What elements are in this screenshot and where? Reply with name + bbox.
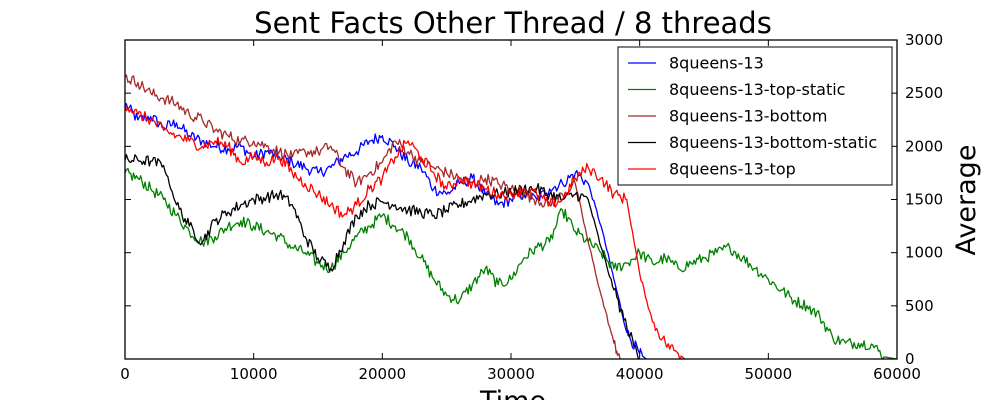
y-axis-label: Average (951, 145, 982, 256)
legend-label: 8queens-13-top-static (669, 80, 845, 99)
y-tick-label: 0 (905, 350, 915, 368)
legend-label: 8queens-13-bottom (669, 107, 827, 126)
legend-label: 8queens-13-bottom-static (669, 133, 877, 152)
series-layer (124, 74, 898, 360)
x-tick-label: 40000 (616, 365, 664, 383)
y-tick-label: 2000 (905, 137, 943, 155)
x-tick-label: 30000 (487, 365, 535, 383)
series-line-5 (124, 103, 686, 360)
x-tick-label: 50000 (744, 365, 792, 383)
x-tick-label: 20000 (358, 365, 406, 383)
x-axis-label: Time (479, 386, 546, 400)
y-tick-label: 3000 (905, 31, 943, 49)
x-tick-label: 60000 (873, 365, 921, 383)
series-line-4 (124, 154, 640, 360)
series-line-3 (124, 74, 622, 360)
y-tick-label: 1500 (905, 191, 943, 209)
legend-label: 8queens-13 (669, 54, 764, 73)
series-line-2 (124, 167, 898, 360)
y-tick-label: 500 (905, 297, 934, 315)
y-tick-label: 1000 (905, 244, 943, 262)
ticks-layer: 0 10000 20000 30000 40000 50000 60000050010001… (120, 31, 943, 383)
chart-title: Sent Facts Other Thread / 8 threads (254, 6, 772, 40)
series-line-1 (125, 103, 647, 360)
legend-box (617, 46, 893, 186)
x-tick-label: 0 (120, 365, 130, 383)
legend: 8queens-13 8queens-13-top-static 8queens-1… (617, 46, 893, 186)
y-tick-label: 2500 (905, 84, 943, 102)
legend-label: 8queens-13-top (669, 160, 796, 179)
x-tick-label: 10000 (230, 365, 278, 383)
